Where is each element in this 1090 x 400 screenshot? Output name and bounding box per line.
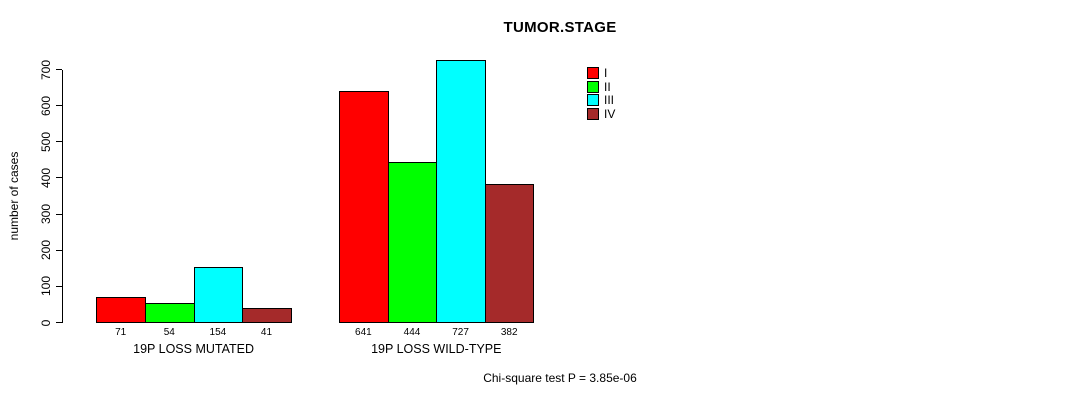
y-tick-label: 700 [39,59,53,80]
y-tick-label: 400 [39,167,53,188]
x-group-label: 19P LOSS WILD-TYPE [371,341,502,356]
x-group-label: 19P LOSS MUTATED [133,341,255,356]
y-tick-label: 200 [39,240,53,261]
y-tick [56,141,62,143]
legend: I II III IV [587,66,615,121]
bar-stage-III [193,266,244,324]
bar-value-label: 382 [500,326,518,338]
y-tick [56,285,62,287]
bar-stage-II [387,162,438,324]
bar-value-label: 444 [403,326,421,338]
y-tick-label: 500 [39,131,53,152]
legend-swatch-II [587,80,599,93]
bar-stage-IV [242,307,292,324]
y-tick-label: 0 [39,319,53,326]
bar-value-label: 641 [355,326,372,338]
legend-label: III [604,93,615,108]
bar-stage-IV [484,184,535,324]
y-tick [56,177,62,179]
legend-swatch-III [587,94,599,107]
legend-label: IV [604,106,616,121]
legend-swatch-IV [587,107,599,120]
legend-swatch-I [587,66,599,79]
y-tick-label: 300 [39,204,53,225]
y-tick [56,322,62,323]
chart-title: TUMOR.STAGE [503,19,617,36]
y-axis-line [62,69,63,323]
legend-item: II [587,80,615,94]
y-tick-label: 600 [39,95,53,116]
bar-stage-I [96,296,146,324]
y-axis-label: number of cases [7,151,21,241]
bar-stage-III [436,59,486,324]
legend-label: II [604,79,611,94]
y-tick [56,105,62,107]
legend-item: III [587,93,615,107]
bar-stage-II [145,302,195,324]
bar-value-label: 727 [452,326,469,338]
y-tick [56,249,62,251]
bar-value-label: 41 [260,326,273,338]
bar-stage-I [339,90,389,324]
y-tick [56,213,62,215]
legend-label: I [604,65,608,80]
y-tick [56,69,62,70]
bar-value-label: 154 [209,326,227,338]
legend-item: I [587,66,615,80]
y-tick-label: 100 [39,276,53,297]
legend-item: IV [587,107,615,121]
stat-test-note: Chi-square test P = 3.85e-06 [483,371,637,385]
bar-value-label: 71 [115,326,127,338]
bar-value-label: 54 [163,326,175,338]
